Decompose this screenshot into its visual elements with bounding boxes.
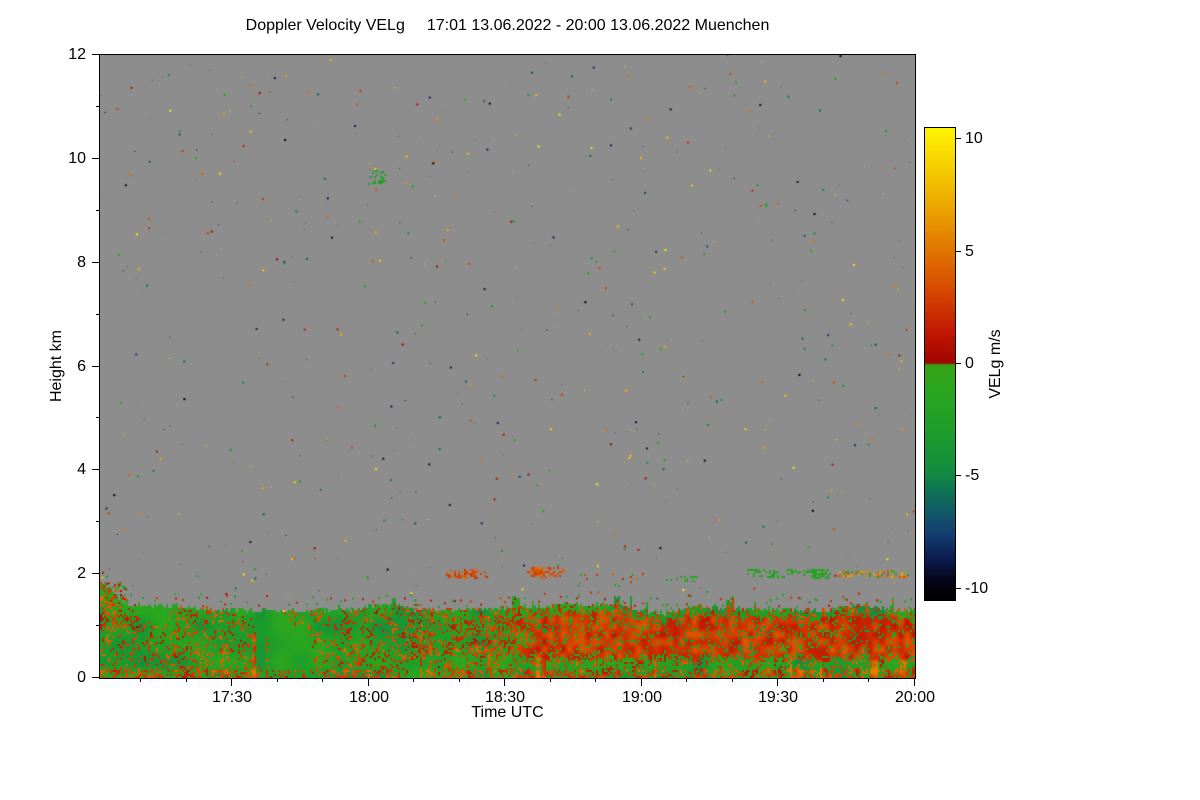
x-axis-minor-tick [732, 678, 733, 682]
y-tick-label: 8 [77, 254, 86, 271]
y-axis-tick [92, 262, 100, 263]
x-tick-label: 19:30 [757, 689, 799, 706]
colorbar-tick [956, 251, 961, 252]
y-tick-label: 10 [68, 150, 86, 167]
colorbar-label: VELg m/s [987, 329, 1004, 399]
x-axis-label: Time UTC [471, 704, 544, 721]
colorbar-tick [956, 588, 961, 589]
y-axis-minor-tick [96, 210, 100, 211]
y-axis-minor-tick [96, 314, 100, 315]
y-tick-label: 6 [77, 358, 86, 375]
x-axis-minor-tick [868, 678, 869, 682]
y-axis-tick [92, 573, 100, 574]
colorbar-tick [956, 475, 961, 476]
y-axis-tick [92, 158, 100, 159]
x-axis-minor-tick [140, 678, 141, 682]
x-axis-tick [504, 678, 505, 686]
x-axis-minor-tick [550, 678, 551, 682]
y-axis-tick [92, 469, 100, 470]
x-axis-minor-tick [595, 678, 596, 682]
x-axis-minor-tick [413, 678, 414, 682]
x-tick-label: 20:00 [894, 689, 936, 706]
colorbar-tick-label: 5 [965, 243, 974, 260]
colorbar-tick-label: -5 [965, 467, 980, 484]
colorbar-tick-label: -10 [965, 580, 989, 597]
y-axis-minor-tick [96, 106, 100, 107]
x-tick-label: 17:30 [211, 689, 253, 706]
x-axis-minor-tick [186, 678, 187, 682]
x-axis-minor-tick [686, 678, 687, 682]
y-axis-minor-tick [96, 417, 100, 418]
y-tick-label: 2 [77, 565, 86, 582]
y-tick-label: 4 [77, 461, 86, 478]
x-axis-tick [231, 678, 232, 686]
colorbar-tick [956, 138, 961, 139]
x-axis-tick [641, 678, 642, 686]
colorbar-tick-label: 0 [965, 355, 974, 372]
heatmap-plot-area [100, 55, 915, 678]
x-tick-label: 18:00 [348, 689, 390, 706]
y-axis-minor-tick [96, 521, 100, 522]
x-axis-tick [368, 678, 369, 686]
y-tick-label: 0 [77, 669, 86, 686]
y-axis-tick [92, 366, 100, 367]
chart-title-period: 17:01 13.06.2022 - 20:00 13.06.2022 Muen… [426, 17, 770, 34]
x-axis-tick [777, 678, 778, 686]
y-axis-tick [92, 677, 100, 678]
x-tick-label: 19:00 [621, 689, 663, 706]
colorbar-gradient [925, 128, 955, 600]
chart-title: Doppler Velocity VELg 17:01 13.06.2022 - … [100, 17, 915, 35]
colorbar-tick-label: 10 [965, 130, 983, 147]
x-axis-minor-tick [459, 678, 460, 682]
y-axis-tick [92, 54, 100, 55]
x-tick-label: 18:30 [484, 689, 526, 706]
x-axis-minor-tick [277, 678, 278, 682]
x-axis-minor-tick [322, 678, 323, 682]
colorbar-tick [956, 363, 961, 364]
x-axis-minor-tick [823, 678, 824, 682]
x-axis-tick [914, 678, 915, 686]
y-tick-label: 12 [68, 46, 86, 63]
y-axis-minor-tick [96, 625, 100, 626]
chart-title-main: Doppler Velocity VELg [245, 17, 405, 34]
